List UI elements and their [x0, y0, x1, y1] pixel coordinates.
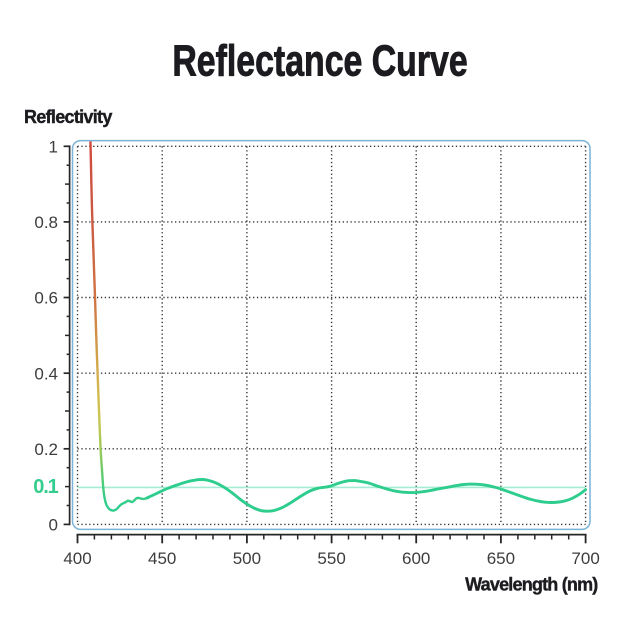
svg-text:0: 0: [49, 516, 58, 535]
svg-text:600: 600: [402, 549, 430, 568]
svg-text:450: 450: [148, 549, 176, 568]
svg-text:500: 500: [233, 549, 261, 568]
svg-text:1: 1: [49, 138, 58, 157]
svg-text:Reflectivity: Reflectivity: [24, 107, 112, 127]
svg-text:0.1: 0.1: [33, 476, 58, 498]
svg-text:0.8: 0.8: [34, 213, 58, 232]
svg-text:700: 700: [571, 549, 599, 568]
svg-text:0.6: 0.6: [34, 289, 58, 308]
svg-text:Wavelength (nm): Wavelength (nm): [465, 575, 598, 595]
svg-text:400: 400: [63, 549, 91, 568]
svg-text:0.2: 0.2: [34, 440, 58, 459]
svg-text:Reflectance Curve: Reflectance Curve: [172, 38, 467, 86]
svg-text:550: 550: [317, 549, 345, 568]
svg-text:0.4: 0.4: [34, 364, 58, 383]
svg-text:650: 650: [487, 549, 515, 568]
